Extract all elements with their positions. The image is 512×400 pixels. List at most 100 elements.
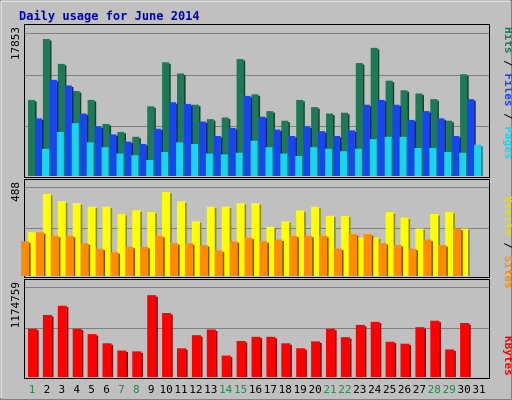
kbytes-kbytes-bar-10-shadow [171,314,173,377]
usage-hits-bar-10 [162,62,170,177]
kbytes-kbytes-bar-29 [445,349,455,377]
kbytes-kbytes-bar-28-shadow [439,322,441,377]
usage-files-bar-14 [228,127,236,176]
usage-files-bar-1-shadow [42,119,44,176]
usage-pages-bar-9-shadow [168,153,170,176]
usage-hits-bar-16 [251,94,259,176]
visits-sites-bar-14 [214,250,223,276]
visits-visits-bar-26 [400,217,409,276]
visits-visits-bar-11 [177,201,185,276]
day-label-9: 9 [148,383,155,396]
usage-files-bar-26 [407,119,415,176]
usage-pages-bar-20 [325,148,333,176]
visits-sites-bar-18 [274,239,283,276]
usage-hits-bar-3 [57,63,65,176]
usage-files-bar-2-shadow [56,81,59,176]
usage-pages-bar-26 [414,147,422,176]
usage-hits-bar-21 [326,113,333,176]
visits-visits-bar-30 [460,228,469,276]
day-label-13: 13 [204,383,217,396]
usage-pages-bar-10-shadow [183,143,185,176]
usage-pages-bar-8-shadow [153,161,155,176]
visits-visits-bar-22 [340,215,349,276]
visits-visits-bar-2 [42,193,51,276]
visits-sites-bar-5 [80,243,89,276]
usage-legend: Hits / Files / Pages [502,27,512,160]
day-label-2: 2 [44,383,51,396]
kbytes-kbytes-bar-28 [430,320,440,377]
visits-sites-bar-24-shadow [371,235,374,276]
kbytes-kbytes-bar-16 [251,336,261,377]
usage-files-bar-28 [437,118,445,176]
visits-sites-bar-1-shadow [29,242,31,276]
kbytes-kbytes-bar-22 [340,337,350,377]
visits-sites-bar-23 [348,234,357,276]
day-label-30: 30 [457,383,470,396]
visits-sites-bar-12-shadow [192,244,195,276]
usage-files-bar-17 [273,129,281,176]
visits-sites-bar-28 [423,239,432,276]
visits-visits-bar-8 [132,210,141,276]
kbytes-bars [28,295,471,377]
visits-visits-bar-19 [296,210,305,276]
visits-visits-bar-7 [117,213,126,276]
usage-files-bar-27 [422,111,430,176]
usage-hits-bar-27 [415,93,423,176]
visits-visits-bar-5 [87,206,96,276]
usage-pages-bar-13-shadow [227,155,230,176]
usage-pages-bar-30 [474,144,482,176]
kbytes-kbytes-bar-15-shadow [245,342,248,377]
visits-visits-bar-17 [266,226,275,276]
day-label-22: 22 [338,383,351,396]
visits-visits-bar-8-shadow [140,211,142,276]
usage-hits-bar-28 [430,99,438,176]
kbytes-kbytes-bar-26 [400,343,410,377]
visits-sites-bar-6 [95,248,104,276]
legend-files: Files [502,73,512,106]
kbytes-kbytes-bar-23-shadow [364,326,367,377]
usage-hits-bar-29 [445,120,453,176]
visits-visits-bar-18 [281,221,290,276]
day-label-14: 14 [219,383,233,396]
kbytes-kbytes-bar-1 [28,328,37,377]
usage-files-bar-3 [64,85,72,176]
usage-pages-bar-8 [146,159,154,176]
kbytes-kbytes-bar-9 [147,295,157,377]
usage-pages-bar-21-shadow [347,152,349,176]
visits-visits-bar-14 [221,206,230,276]
day-label-11: 11 [174,383,187,396]
visits-sites-bar-3 [50,235,59,276]
usage-hits-bar-15 [236,59,244,176]
visits-sites-bar-16-shadow [252,239,255,276]
visits-sites-bar-26 [393,244,402,276]
day-label-5: 5 [88,383,95,396]
visits-visits-bar-29 [445,212,454,276]
visits-visits-bar-4-shadow [80,204,83,276]
usage-hits-bar-1 [28,99,35,176]
legend-sep-1: / [502,54,512,74]
visits-sites-bar-20 [304,235,313,276]
usage-hits-bar-17 [266,111,274,176]
usage-files-bar-10-shadow [176,103,178,176]
usage-files-bar-6 [109,134,117,176]
visits-sites-bar-27 [408,248,417,276]
usage-pages-bar-6-shadow [123,155,126,176]
day-label-28: 28 [428,383,441,396]
usage-pages-bar-5-shadow [108,148,111,176]
usage-pages-bar-21 [340,151,347,176]
usage-pages-bar-9 [161,151,169,176]
usage-bars [28,39,483,177]
visits-sites-bar-18-shadow [282,241,284,276]
kbytes-kbytes-bar-8 [132,351,142,377]
visits-sites-bar-14-shadow [222,251,225,276]
usage-pages-bar-10 [176,142,184,176]
visits-sites-bar-13-shadow [207,246,210,276]
kbytes-kbytes-bar-17-shadow [275,338,277,377]
visits-visits-bar-21 [326,215,334,276]
kbytes-kbytes-bar-26-shadow [409,345,412,377]
usage-pages-bar-18 [295,155,303,176]
usage-pages-bar-22-shadow [361,150,364,176]
usage-files-bar-15 [243,95,251,176]
usage-pages-bar-11-shadow [198,145,200,176]
day-label-1: 1 [29,383,36,396]
